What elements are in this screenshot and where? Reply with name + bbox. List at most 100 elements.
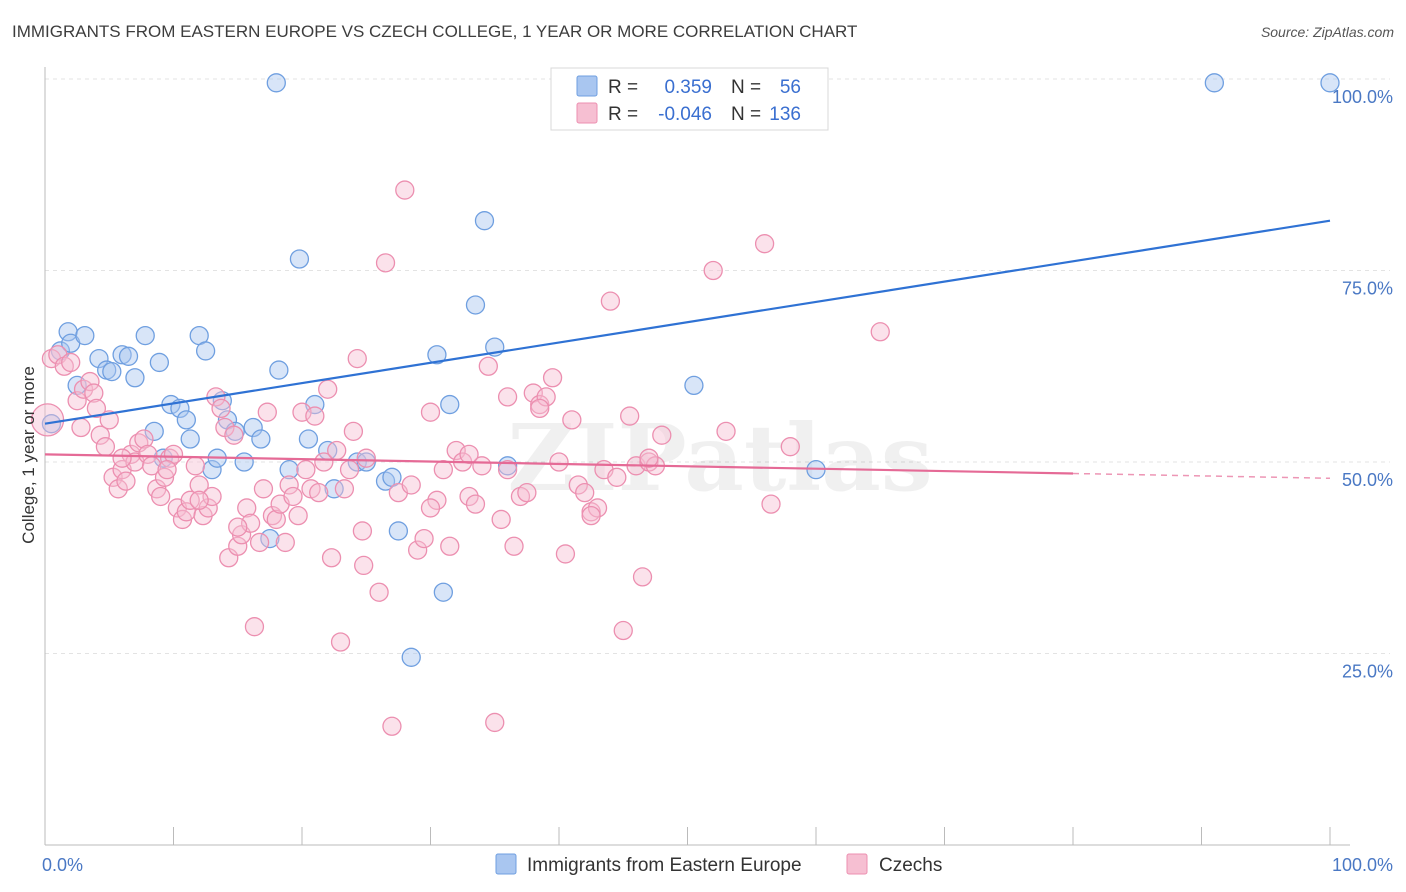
czechs-point (84, 383, 104, 403)
czechs-point (562, 410, 582, 430)
immigrants-point (251, 429, 271, 449)
bottom-legend-swatch-czechs (846, 853, 868, 875)
czechs-point (491, 509, 511, 530)
czechs-point (620, 406, 640, 426)
czechs-point (369, 582, 389, 602)
czechs-point (703, 260, 723, 281)
czechs-point (257, 402, 277, 422)
czechs-point (607, 467, 627, 487)
czechs-point (185, 456, 205, 476)
czechs-point (275, 532, 295, 553)
czechs-point (90, 425, 110, 445)
immigrants-point (180, 429, 200, 449)
immigrants-point (89, 348, 109, 369)
czechs-point (420, 402, 441, 422)
czechs-point (138, 444, 158, 464)
czechs-point (154, 467, 175, 487)
legend-box: R = 0.359 N = 56 R = -0.046 N = 136 (550, 67, 829, 131)
czechs-point (761, 494, 781, 514)
immigrants-point (279, 460, 299, 480)
immigrants-point (112, 345, 132, 365)
legend-swatch-czechs (576, 102, 598, 124)
czechs-point (530, 398, 550, 419)
chart-title: IMMIGRANTS FROM EASTERN EUROPE VS CZECH … (12, 22, 858, 41)
czechs-point (459, 486, 479, 507)
czechs-point (581, 505, 601, 526)
czechs-point (80, 371, 100, 392)
czechs-point (253, 479, 274, 499)
bottom-legend-label-immigrants: Immigrants from Eastern Europe (527, 855, 802, 876)
czechs-point (237, 498, 257, 518)
y-tick-label-50: 50.0% (1342, 470, 1393, 490)
bottom-legend-swatch-immigrants (495, 853, 517, 875)
immigrants-point (427, 345, 447, 365)
bottom-legend-label-czechs: Czechs (879, 855, 942, 876)
series-immigrants-points (41, 73, 1340, 667)
czechs-point (375, 253, 396, 273)
immigrants-point (433, 582, 454, 602)
immigrants-point (440, 394, 460, 415)
immigrants-point (1320, 73, 1340, 93)
czechs-point (459, 444, 479, 464)
czechs-point (497, 460, 518, 480)
legend-swatch-immigrants (576, 75, 598, 97)
immigrants-point (243, 417, 263, 438)
immigrants-point (388, 521, 409, 541)
czechs-point (339, 460, 360, 480)
czechs-point (504, 536, 524, 556)
immigrants-trend-line (44, 219, 1331, 425)
czechs-point (321, 548, 342, 568)
immigrants-point (176, 410, 197, 430)
czechs-point (224, 425, 244, 445)
czechs-point (266, 509, 286, 530)
czechs-point (639, 448, 659, 468)
czechs-point (314, 452, 334, 472)
czechs-point (613, 620, 633, 641)
czechs-point (401, 475, 421, 495)
czechs-trend-extension (1072, 472, 1331, 480)
immigrants-point (684, 375, 704, 396)
immigrants-point (234, 452, 254, 472)
czechs-point (343, 421, 364, 442)
czechs-point (549, 452, 569, 472)
czechs-point (157, 460, 177, 480)
y-axis-label: College, 1 year or more (19, 366, 38, 544)
immigrants-point (144, 421, 164, 442)
immigrants-point (401, 647, 421, 667)
czechs-point (150, 486, 171, 507)
immigrants-point (153, 448, 173, 468)
x-tick-label-max: 100.0% (1332, 855, 1393, 875)
czechs-point (652, 425, 672, 445)
immigrants-point (1204, 73, 1224, 93)
czechs-point (542, 368, 563, 388)
chart-source: Source: ZipAtlas.com (1260, 24, 1394, 40)
czechs-point (407, 540, 428, 560)
czechs-point (395, 180, 415, 200)
immigrants-point (102, 361, 122, 382)
czechs-point (356, 448, 376, 468)
immigrants-point (269, 360, 289, 380)
czechs-point (497, 387, 518, 407)
czechs-point (134, 429, 154, 449)
czechs-point (870, 322, 890, 342)
czechs-point (334, 479, 355, 499)
czechs-point (414, 528, 434, 549)
czechs-point (420, 498, 441, 518)
czechs-point (95, 437, 116, 457)
legend-n-value-1: 56 (780, 77, 801, 98)
czechs-point (71, 417, 91, 438)
immigrants-point (298, 429, 319, 449)
czechs-point (228, 536, 248, 556)
czechs-point (67, 391, 87, 411)
y-tick-label-75: 75.0% (1342, 279, 1393, 299)
czechs-point (189, 490, 209, 510)
czechs-point (536, 387, 556, 407)
czechs-point (440, 536, 460, 556)
immigrants-point (465, 295, 486, 315)
tick-labels: 25.0% 50.0% 75.0% 100.0% 0.0% 100.0% (42, 87, 1393, 875)
czechs-point (108, 479, 128, 499)
legend-n-label-1: N = (731, 77, 761, 98)
czechs-point (600, 291, 621, 311)
czechs-point (485, 712, 505, 733)
